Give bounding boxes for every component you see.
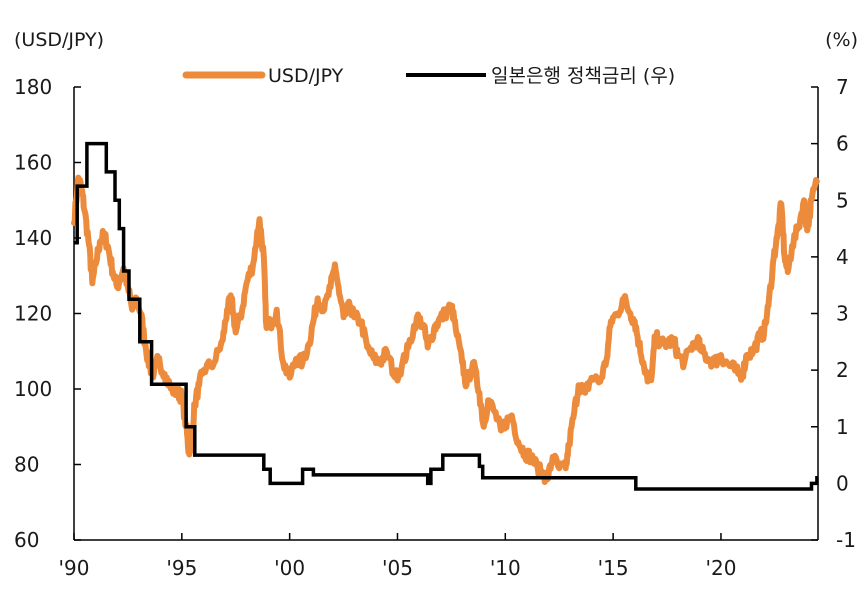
left-y-tick-label: 100 (14, 377, 52, 401)
x-tick-label: '95 (166, 556, 197, 580)
x-tick-label: '00 (274, 556, 305, 580)
legend-usdjpy-label: USD/JPY (268, 65, 344, 87)
right-y-tick-label: -1 (836, 528, 856, 552)
legend: USD/JPY 일본은행 정책금리 (우) (182, 65, 675, 87)
left-y-tick-label: 80 (14, 453, 39, 477)
x-tick-label: '90 (59, 556, 90, 580)
right-y-tick-label: 1 (836, 415, 849, 439)
left-y-tick-label: 60 (14, 528, 39, 552)
usdjpy-line (71, 174, 820, 485)
left-y-tick-label: 120 (14, 302, 52, 326)
axes: 60 80 100 120 140 160 180 -1 0 1 2 3 4 5 6 7 '90 '95 '00 '0… (14, 75, 856, 580)
legend-boj-rate-label: 일본은행 정책금리 (우) (491, 65, 675, 87)
boj-policy-rate-line (74, 141, 819, 491)
right-axis-unit: (%) (825, 29, 858, 51)
right-y-tick-label: 0 (836, 471, 849, 495)
right-y-tick-label: 5 (836, 188, 849, 212)
x-tick-label: '05 (382, 556, 413, 580)
x-tick-label: '20 (705, 556, 736, 580)
right-y-tick-label: 3 (836, 302, 849, 326)
right-y-tick-label: 7 (836, 75, 849, 99)
left-y-tick-label: 160 (14, 151, 52, 175)
right-y-tick-label: 2 (836, 358, 849, 382)
left-y-tick-label: 140 (14, 226, 52, 250)
left-axis-unit: (USD/JPY) (14, 29, 104, 51)
x-tick-label: '15 (598, 556, 629, 580)
series-layer (71, 141, 820, 491)
right-y-tick-label: 6 (836, 132, 849, 156)
left-y-tick-label: 180 (14, 75, 52, 99)
x-tick-label: '10 (490, 556, 521, 580)
right-y-tick-label: 4 (836, 245, 849, 269)
